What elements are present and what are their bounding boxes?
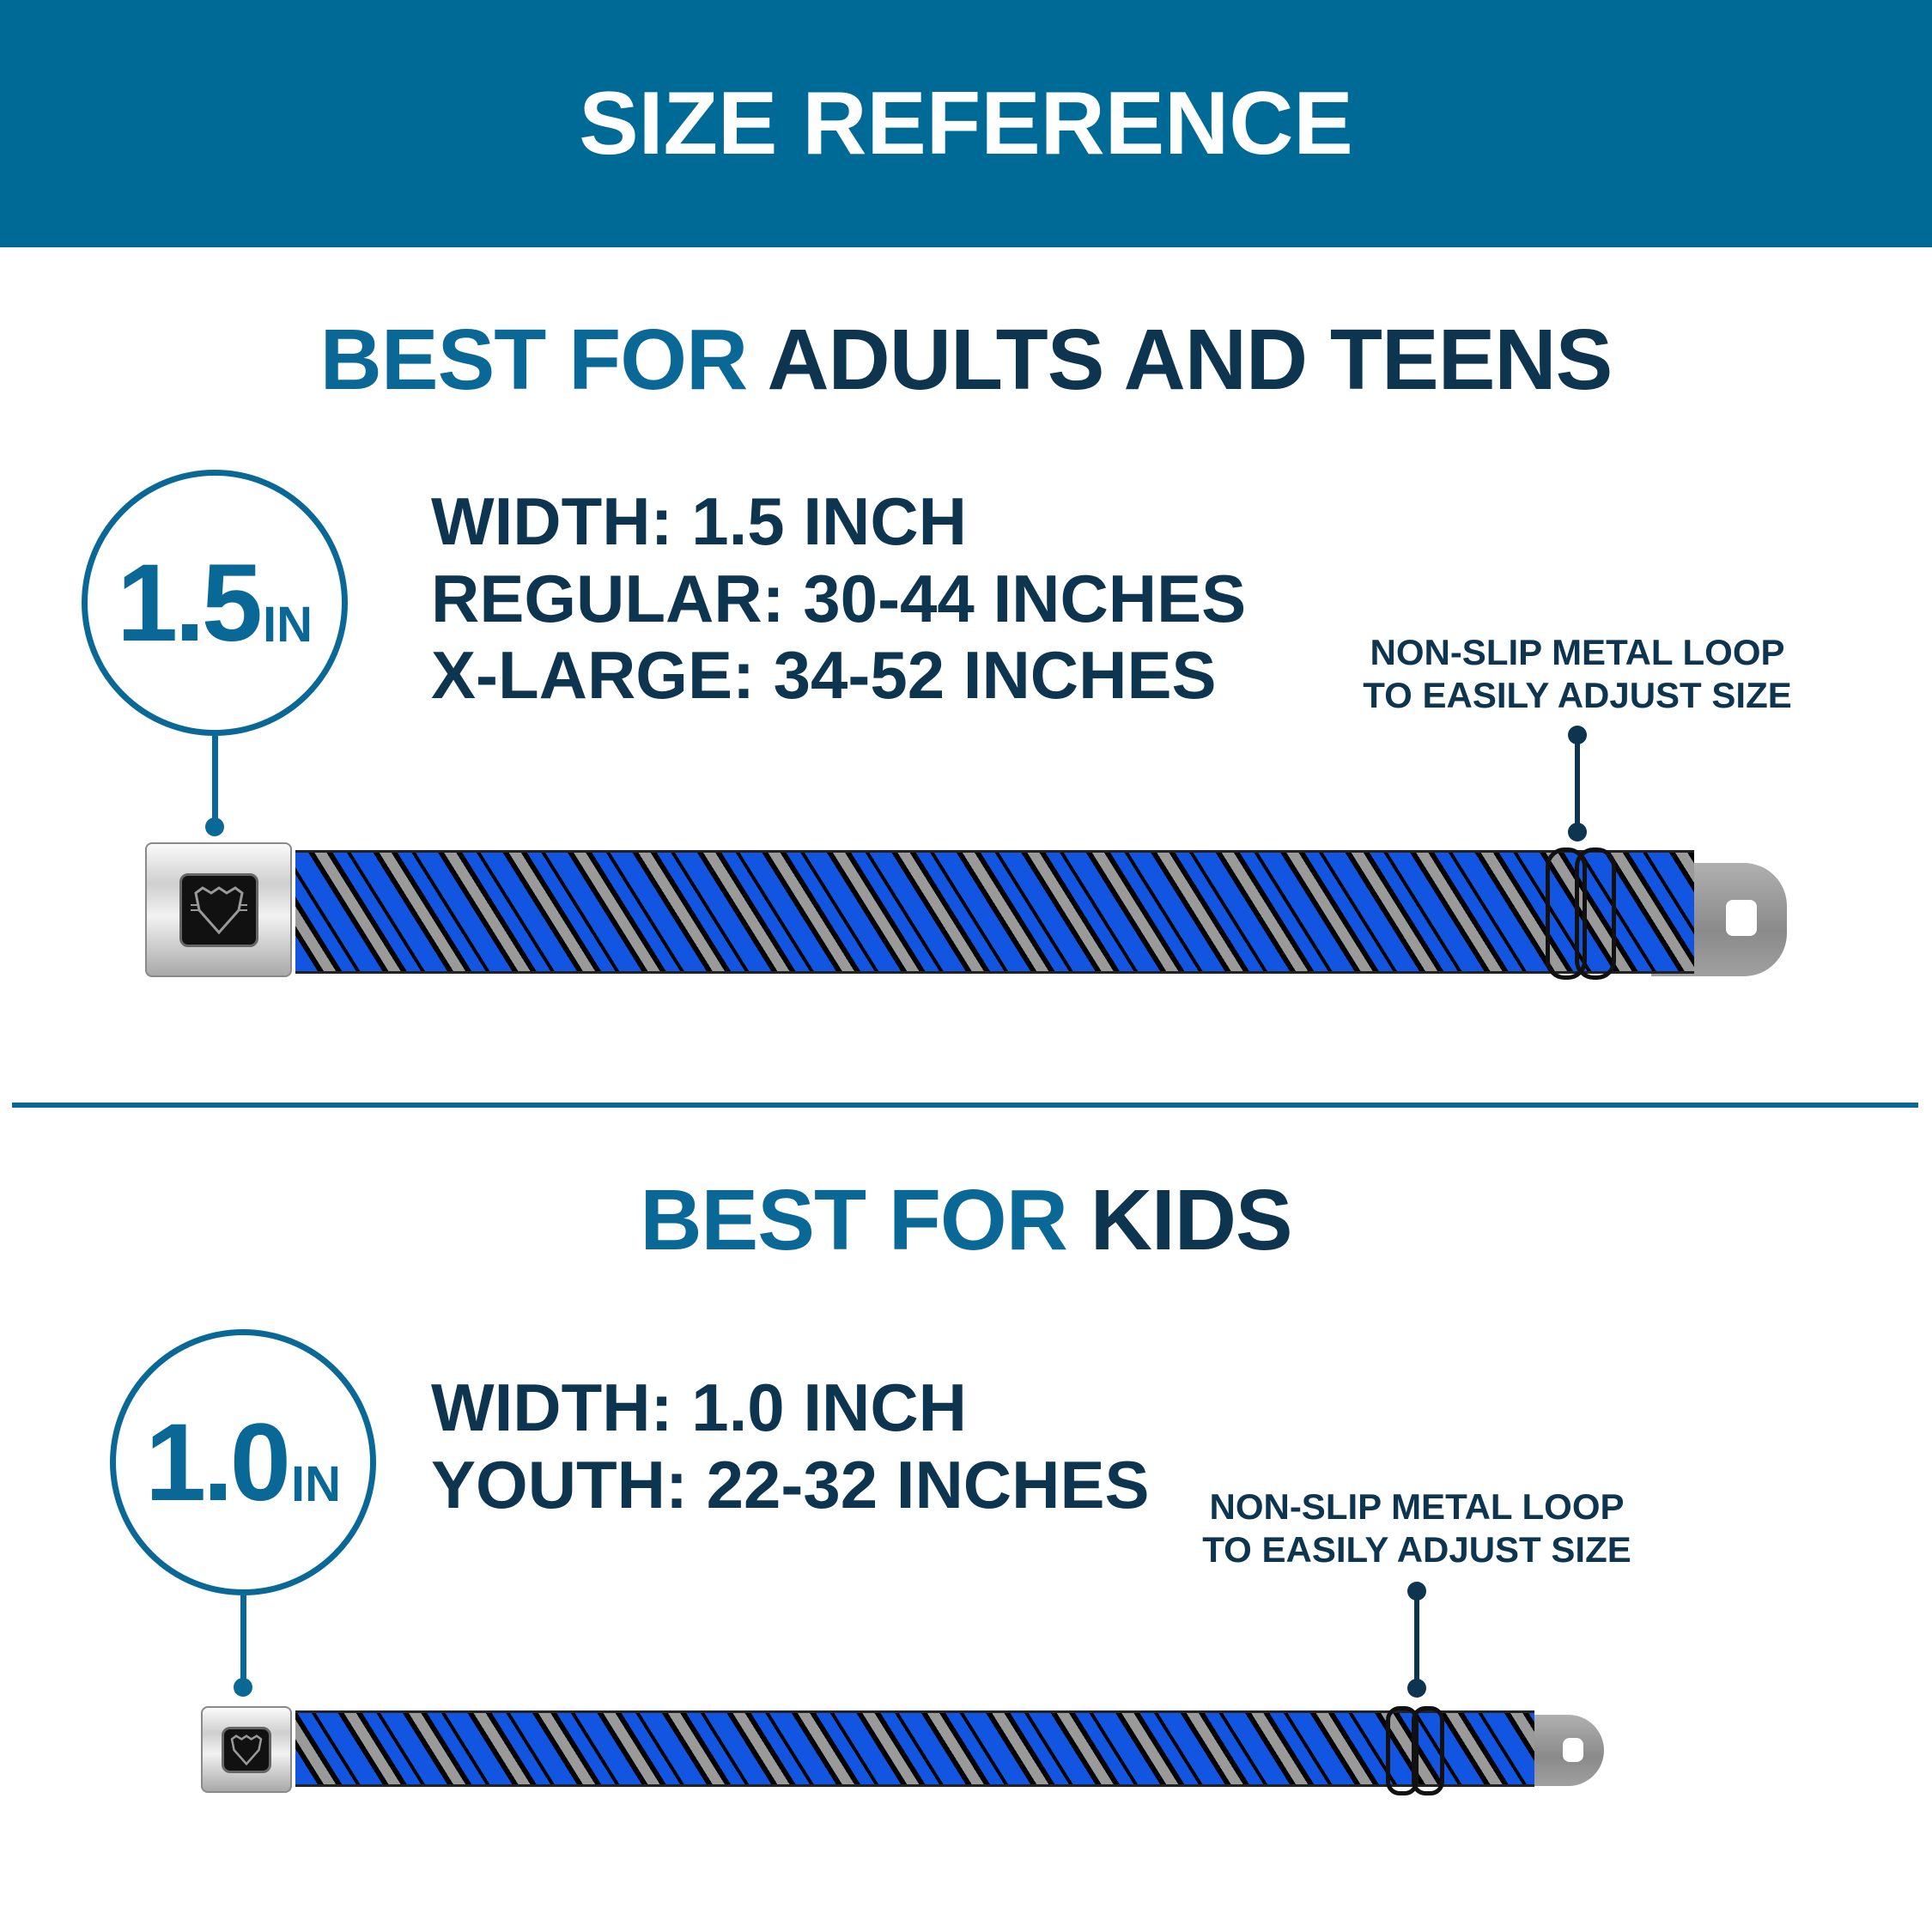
loop-note-line2: TO EASILY ADJUST SIZE (1363, 675, 1792, 715)
loop-note-line2: TO EASILY ADJUST SIZE (1202, 1529, 1631, 1570)
seatbelt-buckle (145, 842, 292, 977)
page-title: SIZE REFERENCE (579, 74, 1353, 173)
brand-logo (179, 872, 258, 947)
note-connector-line (1575, 734, 1580, 829)
heading-prefix: BEST FOR (319, 312, 749, 408)
spec-regular: REGULAR: 30-44 INCHES (431, 561, 1247, 636)
heading-main: ADULTS AND TEENS (767, 312, 1613, 408)
section-divider (12, 1103, 1918, 1108)
header-banner (0, 0, 1932, 247)
spec-width: WIDTH: 1.0 INCH (431, 1370, 967, 1445)
spec-xlarge: X-LARGE: 34-52 INCHES (431, 637, 1217, 713)
note-connector-dot (1568, 823, 1587, 841)
note-connector-line (1414, 1590, 1419, 1685)
kids-heading: BEST FOR KIDS (0, 1169, 1932, 1272)
loop-note-line1: NON-SLIP METAL LOOP (1370, 632, 1785, 672)
badge-number: 1.0 (145, 1400, 291, 1524)
heading-prefix: BEST FOR (640, 1172, 1068, 1268)
shield-logo-icon (190, 885, 247, 934)
badge-connector-line (212, 736, 218, 826)
belt-strap-adult (295, 850, 1694, 974)
width-badge-1-0: 1.0 IN (110, 1329, 376, 1595)
loop-note-line1: NON-SLIP METAL LOOP (1209, 1486, 1625, 1527)
badge-unit: IN (290, 1455, 341, 1512)
badge-connector-dot (205, 817, 224, 836)
adults-heading: BEST FOR ADULTS AND TEENS (0, 308, 1932, 411)
heading-main: KIDS (1090, 1172, 1293, 1268)
metal-loop (1546, 848, 1587, 980)
note-connector-dot (1407, 1679, 1426, 1698)
tab-hole (1726, 900, 1757, 936)
width-badge-1-5: 1.5 IN (82, 470, 348, 736)
badge-connector-dot (234, 1678, 252, 1697)
belt-strap-kids (295, 1710, 1534, 1787)
badge-number: 1.5 (117, 541, 263, 665)
spec-youth: YOUTH: 22-32 INCHES (431, 1447, 1150, 1522)
seatbelt-buckle (201, 1706, 292, 1793)
shield-logo-icon (230, 1734, 263, 1765)
metal-loop (1386, 1706, 1419, 1795)
brand-logo (222, 1726, 271, 1773)
tab-hole (1563, 1738, 1583, 1762)
badge-unit: IN (262, 596, 313, 653)
metal-loop (1412, 1706, 1444, 1795)
badge-connector-line (240, 1595, 246, 1686)
spec-width: WIDTH: 1.5 INCH (431, 483, 967, 559)
metal-loop (1575, 848, 1616, 980)
